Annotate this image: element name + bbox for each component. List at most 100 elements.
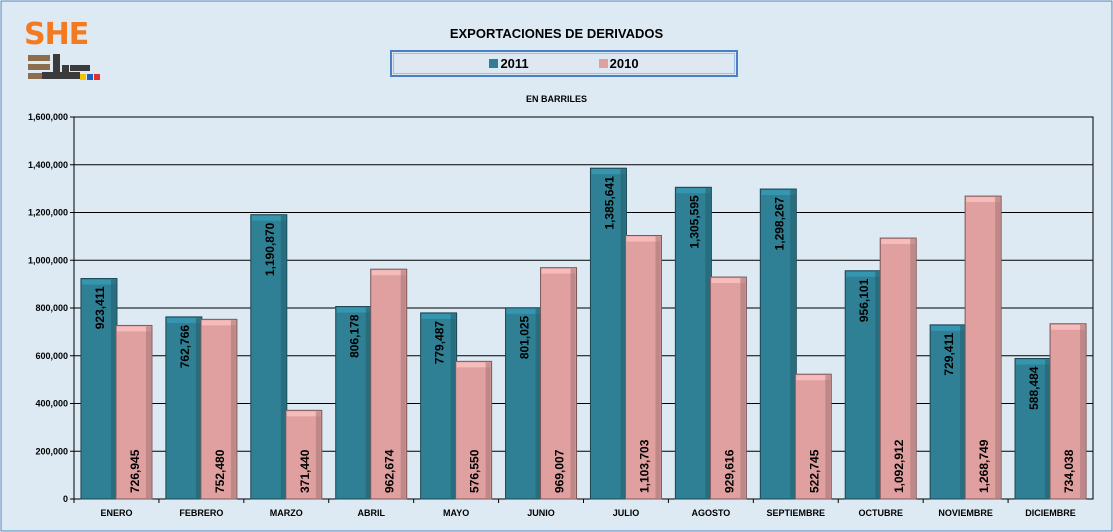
x-tick-label: OCTUBRE (858, 508, 903, 518)
bar-2011-junio (505, 307, 543, 500)
bar-2010-abril-bevel (371, 270, 406, 276)
bar-2010-abril-label: 962,674 (383, 449, 397, 493)
bar-2011-abril-shade (365, 307, 371, 498)
bar-2010-julio-shade (655, 236, 661, 498)
bar-2011-junio-label: 801,025 (518, 315, 532, 359)
x-tick-label: NOVIEMBRE (938, 508, 993, 518)
y-tick-label: 1,600,000 (28, 112, 68, 122)
bar-2011-julio-shade (620, 169, 626, 498)
bar-2011-septiembre-bevel (761, 190, 796, 196)
bar-2010-agosto-label: 929,616 (722, 449, 736, 493)
bar-2010-septiembre-label: 522,745 (807, 449, 821, 493)
x-tick-label: JULIO (613, 508, 640, 518)
bar-2010-febrero-label: 752,480 (213, 449, 227, 493)
bar-2011-junio-bevel (506, 308, 541, 314)
bar-2010-mayo-bevel (456, 362, 491, 368)
x-tick-label: MAYO (443, 508, 469, 518)
bar-2010-marzo-shade (315, 411, 321, 498)
bar-2010-marzo-bevel (286, 411, 321, 417)
logo-text: SHE (24, 17, 89, 52)
she-logo: SHE (22, 18, 104, 90)
bar-2011-noviembre-bevel (931, 325, 966, 331)
bar-2011-junio-shade (535, 308, 541, 498)
x-tick-label: FEBRERO (179, 508, 223, 518)
bar-2011-agosto-shade (705, 188, 711, 499)
y-tick-label: 1,400,000 (28, 160, 68, 170)
bar-2011-marzo-label: 1,190,870 (263, 222, 277, 276)
bar-2011-marzo-bevel (251, 215, 286, 221)
y-tick-label: 200,000 (35, 446, 68, 456)
bar-2010-diciembre-shade (1080, 324, 1086, 498)
legend-item-2010: 2010 (598, 56, 639, 71)
bar-2011-julio-bevel (591, 169, 626, 175)
legend-label-2010: 2010 (609, 56, 639, 71)
legend-label-2011: 2011 (500, 56, 529, 71)
x-tick-label: SEPTIEMBRE (767, 508, 826, 518)
bar-2011-octubre-label: 956,101 (857, 278, 871, 322)
bar-2010-junio-bevel (541, 268, 576, 274)
bar-2010-noviembre-shade (995, 197, 1001, 498)
bar-2011-diciembre-shade (1045, 359, 1051, 498)
bar-2010-septiembre-shade (825, 375, 831, 498)
x-tick-label: AGOSTO (691, 508, 730, 518)
bar-2011-febrero-bevel (166, 317, 201, 323)
bar-2011-noviembre-label: 729,411 (942, 333, 956, 376)
logo-mark (28, 54, 100, 80)
x-tick-label: ABRIL (357, 508, 385, 518)
bar-2010-agosto-shade (740, 278, 746, 498)
bar-2011-septiembre-shade (790, 190, 796, 498)
bar-2010-mayo-shade (485, 362, 491, 498)
bar-2010-octubre-bevel (881, 239, 916, 245)
bar-2011-diciembre-bevel (1016, 359, 1051, 365)
bar-2010-noviembre-bevel (966, 197, 1001, 203)
bar-2010-junio-label: 969,007 (553, 449, 567, 493)
bar-2010-octubre-shade (910, 239, 916, 498)
bar-2011-septiembre-label: 1,298,267 (772, 197, 786, 251)
bar-2010-julio-bevel (626, 236, 661, 242)
bar-2010-enero-shade (145, 326, 151, 498)
chart-title: EXPORTACIONES DE DERIVADOS (449, 26, 664, 41)
x-tick-label: DICIEMBRE (1025, 508, 1076, 518)
legend-swatch-2011 (489, 59, 499, 68)
legend-swatch-2010 (598, 59, 608, 68)
y-tick-label: 0 (63, 494, 68, 504)
bar-2011-enero-bevel (81, 279, 116, 285)
bar-2010-noviembre-label: 1,268,749 (977, 439, 991, 493)
bar-2010-diciembre-label: 734,038 (1062, 449, 1076, 493)
chart-legend: 2011 2010 (390, 50, 738, 77)
bar-2010-junio-shade (570, 268, 576, 498)
bar-2011-enero-shade (110, 279, 116, 498)
bar-2010-julio-label: 1,103,703 (637, 439, 651, 493)
bar-2011-diciembre-label: 588,484 (1027, 366, 1041, 410)
bar-2011-octubre-shade (875, 271, 881, 498)
bar-2010-enero-bevel (116, 326, 151, 332)
y-tick-label: 1,200,000 (28, 208, 68, 218)
bar-2010-octubre-label: 1,092,912 (892, 439, 906, 493)
bar-2011-enero-label: 923,411 (93, 286, 107, 329)
bar-2011-marzo-shade (280, 215, 286, 498)
chart-subtitle: EN BARRILES (525, 94, 587, 104)
bar-2010-febrero-shade (230, 320, 236, 498)
bar-2011-mayo-shade (450, 313, 456, 498)
bar-2011-febrero-label: 762,766 (178, 325, 192, 369)
bar-2011-agosto-bevel (676, 188, 711, 194)
legend-item-2011: 2011 (489, 56, 529, 71)
y-tick-label: 1,000,000 (28, 255, 68, 265)
bar-2011-julio-label: 1,385,641 (602, 176, 616, 230)
bar-2011-octubre-bevel (846, 271, 881, 277)
bar-2011-abril-bevel (336, 307, 371, 313)
y-tick-label: 600,000 (35, 351, 68, 361)
x-tick-label: ENERO (100, 508, 132, 518)
y-tick-label: 800,000 (35, 303, 68, 313)
bar-2011-abril-label: 806,178 (348, 314, 362, 358)
y-tick-label: 400,000 (35, 399, 68, 409)
bar-2011-mayo-label: 779,487 (433, 321, 447, 365)
bar-2010-marzo-label: 371,440 (298, 449, 312, 493)
bar-2010-enero-label: 726,945 (128, 449, 142, 493)
x-tick-label: MARZO (270, 508, 303, 518)
bar-2011-febrero-shade (195, 317, 201, 498)
bar-2010-febrero-bevel (201, 320, 236, 326)
bar-2011-agosto-label: 1,305,595 (687, 195, 701, 249)
